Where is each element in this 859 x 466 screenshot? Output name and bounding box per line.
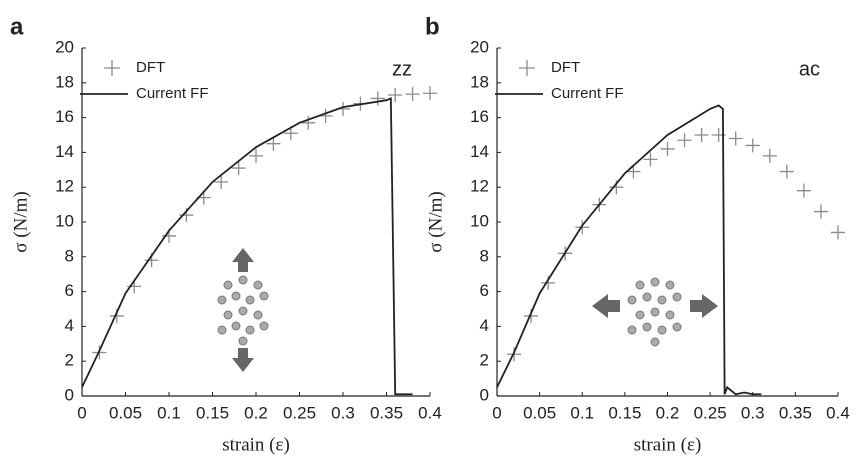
y-tick-label: 16 <box>470 107 489 126</box>
x-tick-label: 0.2 <box>244 403 268 422</box>
legend-marker <box>519 60 535 76</box>
y-tick-label: 4 <box>65 316 74 335</box>
dft-marker <box>626 164 641 179</box>
legend-label: Current FF <box>551 85 624 102</box>
x-tick-label: 0.35 <box>370 403 403 422</box>
dft-marker <box>423 86 437 101</box>
x-tick-label: 0.4 <box>418 403 442 422</box>
y-tick-label: 20 <box>55 37 74 56</box>
y-axis-label: σ (N/m) <box>425 191 446 252</box>
y-tick-label: 10 <box>470 211 489 230</box>
y-tick-label: 12 <box>470 177 489 196</box>
x-tick-label: 0.05 <box>109 403 142 422</box>
x-axis-label: strain (ε) <box>222 434 290 455</box>
arrow-up <box>232 248 254 272</box>
y-tick-label: 20 <box>470 37 489 56</box>
dft-marker <box>796 183 811 198</box>
y-tick-label: 18 <box>55 72 74 91</box>
arrow-down <box>232 348 254 372</box>
x-tick-label: 0.05 <box>523 403 556 422</box>
dft-marker <box>266 136 281 151</box>
y-tick-label: 0 <box>65 385 74 404</box>
dft-marker <box>643 152 658 167</box>
dft-marker <box>231 161 246 176</box>
lattice <box>627 277 682 347</box>
dft-marker <box>609 180 624 195</box>
dft-marker <box>813 204 828 219</box>
legend-marker <box>104 60 120 76</box>
dft-marker <box>388 87 403 102</box>
y-tick-label: 18 <box>470 72 489 91</box>
ff-line <box>81 97 413 396</box>
ff-line <box>496 104 762 396</box>
x-tick-label: 0.2 <box>656 403 680 422</box>
x-tick-label: 0.4 <box>826 403 850 422</box>
y-tick-label: 14 <box>470 142 489 161</box>
x-tick-label: 0.3 <box>741 403 765 422</box>
dft-marker <box>728 131 743 146</box>
dft-marker <box>370 91 385 106</box>
y-tick-label: 4 <box>480 316 489 335</box>
legend-label: DFT <box>136 59 165 76</box>
arrow-right <box>690 294 718 318</box>
x-tick-label: 0.25 <box>283 403 316 422</box>
y-tick-label: 12 <box>55 177 74 196</box>
y-tick-label: 6 <box>480 281 489 300</box>
lattice <box>217 275 269 346</box>
dft-marker <box>660 141 675 156</box>
dft-marker <box>214 174 229 189</box>
y-tick-label: 6 <box>65 281 74 300</box>
dft-marker <box>779 164 794 179</box>
dft-marker <box>677 133 692 148</box>
inset-ac <box>592 277 718 347</box>
y-tick-label: 0 <box>480 385 489 404</box>
y-tick-label: 2 <box>480 351 489 370</box>
x-tick-label: 0.3 <box>331 403 355 422</box>
legend-label: DFT <box>551 59 580 76</box>
x-axis-label: strain (ε) <box>634 434 702 455</box>
dft-marker <box>831 225 845 240</box>
dft-marker <box>745 138 760 153</box>
x-tick-label: 0.1 <box>157 403 181 422</box>
x-tick-label: 0.15 <box>608 403 641 422</box>
dft-marker <box>405 87 420 102</box>
x-tick-label: 0.25 <box>694 403 727 422</box>
x-tick-label: 0.1 <box>570 403 594 422</box>
x-tick-label: 0 <box>77 403 86 422</box>
y-tick-label: 8 <box>65 246 74 265</box>
panel-label: a <box>10 13 24 40</box>
annotation: zz <box>392 58 412 80</box>
y-tick-label: 14 <box>55 142 74 161</box>
arrow-left <box>592 294 620 318</box>
y-axis-label: σ (N/m) <box>10 191 31 252</box>
dft-marker <box>301 115 316 130</box>
inset-zz <box>217 248 269 372</box>
x-tick-label: 0 <box>492 403 501 422</box>
dft-marker <box>694 128 709 142</box>
dft-marker <box>249 148 263 163</box>
x-tick-label: 0.15 <box>196 403 229 422</box>
y-tick-label: 8 <box>480 246 489 265</box>
y-tick-label: 16 <box>55 107 74 126</box>
panel-label: b <box>425 13 440 40</box>
y-tick-label: 2 <box>65 351 74 370</box>
legend-label: Current FF <box>136 85 209 102</box>
annotation: ac <box>799 58 820 80</box>
x-tick-label: 0.35 <box>779 403 812 422</box>
y-tick-label: 10 <box>55 211 74 230</box>
dft-marker <box>575 220 590 235</box>
dft-marker <box>762 148 777 163</box>
